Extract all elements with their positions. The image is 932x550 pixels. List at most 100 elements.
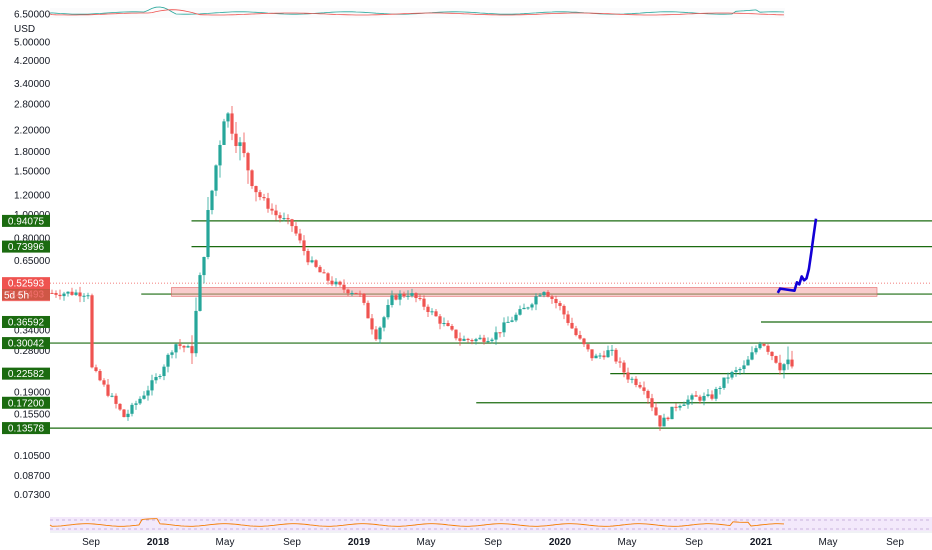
- candle-body: [218, 144, 222, 166]
- candle-body: [642, 387, 646, 391]
- candle-body: [206, 210, 210, 257]
- candle-body: [442, 323, 446, 325]
- projection-path: [776, 218, 818, 294]
- price-tick-label: 0.10500: [14, 451, 51, 462]
- candle-body: [726, 377, 730, 379]
- resistance-zone-box: [171, 287, 878, 297]
- candle-body: [674, 406, 678, 408]
- price-axis[interactable]: 6.50000 5.00000 4.20000 3.40000 2.80000 2.200…: [2, 10, 51, 502]
- candle-body: [522, 307, 526, 310]
- candle-body: [294, 226, 298, 234]
- currency-label: USD: [14, 24, 35, 35]
- level-price-tag-text: 0.36592: [8, 317, 45, 328]
- candle-body: [766, 345, 770, 352]
- time-tick-label: Sep: [685, 537, 703, 548]
- candle-body: [274, 210, 278, 216]
- candle-body: [98, 370, 102, 381]
- candle-body: [422, 298, 426, 307]
- candle-body: [106, 384, 110, 396]
- candle-body: [186, 346, 190, 348]
- candle-body: [482, 337, 486, 342]
- candle-body: [586, 344, 590, 350]
- candle-body: [370, 318, 374, 330]
- candle-body: [94, 367, 98, 371]
- candle-body: [490, 339, 494, 342]
- candle-body: [554, 298, 558, 304]
- navigator-mini-chart[interactable]: [49, 6, 785, 18]
- candle-body: [118, 403, 122, 410]
- candle-body: [418, 298, 422, 300]
- candle-body: [70, 291, 74, 295]
- candle-body: [90, 295, 94, 368]
- current-price-tag-text: 0.52593: [8, 279, 45, 290]
- candle-body: [246, 153, 250, 171]
- time-axis[interactable]: Sep 2018 May Sep 2019 May Sep 2020 May Sep 2021 May…: [50, 531, 932, 548]
- candle-body: [650, 398, 654, 408]
- candle-body: [426, 306, 430, 313]
- candle-body: [58, 294, 62, 297]
- candle-body: [682, 404, 686, 406]
- candle-body: [110, 395, 114, 397]
- candle-body: [562, 305, 566, 315]
- level-price-tag-text: 0.30042: [8, 339, 45, 350]
- time-tick-label: 2019: [348, 537, 371, 548]
- candle-body: [278, 215, 282, 219]
- candle-body: [126, 413, 130, 418]
- candle-body: [114, 395, 118, 404]
- candle-body: [514, 314, 518, 321]
- price-tick-label: 0.19000: [14, 388, 51, 399]
- candle-body: [478, 337, 482, 340]
- candle-body: [742, 365, 746, 370]
- candle-body: [518, 309, 522, 315]
- candle-body: [598, 355, 602, 357]
- candle-body: [686, 399, 690, 405]
- candle-body: [590, 349, 594, 359]
- candle-body: [718, 387, 722, 389]
- candle-body: [310, 260, 314, 263]
- candle-body: [462, 338, 466, 341]
- candle-body: [774, 356, 778, 363]
- candle-body: [538, 295, 542, 297]
- level-price-tag-text: 0.22582: [8, 369, 45, 380]
- time-tick-label: May: [819, 537, 838, 548]
- candle-body: [410, 293, 414, 296]
- level-price-tag: [2, 422, 50, 435]
- candle-body: [282, 218, 286, 220]
- time-tick-label: May: [216, 537, 235, 548]
- candle-body: [302, 240, 306, 252]
- price-tick-label: 4.20000: [14, 56, 51, 67]
- candle-body: [162, 366, 166, 377]
- candle-body: [214, 165, 218, 191]
- candle-body: [402, 293, 406, 297]
- candle-body: [534, 296, 538, 305]
- candle-body: [190, 346, 194, 354]
- candle-body: [102, 380, 106, 385]
- candle-body: [250, 170, 254, 187]
- candle-body: [154, 377, 158, 381]
- candle-body: [382, 317, 386, 328]
- candle-body: [430, 311, 434, 313]
- candle-body: [502, 322, 506, 333]
- candle-body: [678, 405, 682, 408]
- candle-body: [182, 345, 186, 348]
- candle-body: [698, 396, 702, 401]
- candle-body: [454, 329, 458, 339]
- time-tick-label: May: [417, 537, 436, 548]
- candle-body: [634, 378, 638, 385]
- candle-body: [414, 293, 418, 299]
- candle-body: [298, 233, 302, 241]
- candle-body: [366, 302, 370, 319]
- candle-body: [778, 362, 782, 371]
- candle-body: [578, 335, 582, 339]
- candle-body: [510, 320, 514, 322]
- candle-body: [626, 372, 630, 380]
- candle-body: [570, 322, 574, 329]
- candle-body: [710, 394, 714, 399]
- level-price-tag: [2, 396, 50, 409]
- candle-body: [170, 352, 174, 355]
- candle-body: [706, 394, 710, 396]
- candle-body: [694, 395, 698, 397]
- price-tick-label: 6.50000: [14, 10, 51, 21]
- candle-body: [166, 354, 170, 367]
